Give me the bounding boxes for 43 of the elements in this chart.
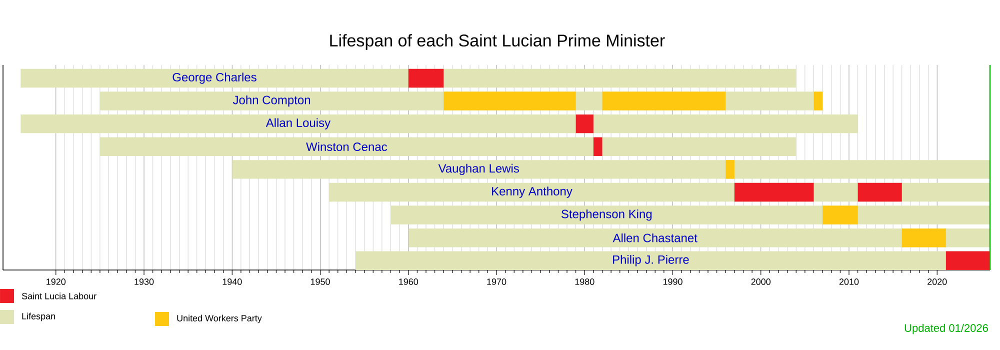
- bar: [390, 206, 990, 224]
- legend-label: Saint Lucia Labour: [22, 292, 96, 300]
- bar: [593, 137, 602, 156]
- bar: [20, 114, 858, 134]
- bar: [100, 137, 796, 156]
- legend-label: Lifespan: [22, 312, 55, 322]
- y-tick-label: Allan Louisy: [266, 118, 331, 130]
- legend-label: United Workers Party: [177, 314, 262, 324]
- chart-title: Lifespan of each Saint Lucian Prime Minister: [330, 34, 665, 50]
- y-tick-label: Allen Chastanet: [612, 233, 698, 242]
- x-tick-label: 1920: [46, 278, 66, 285]
- x-tick-label: 1970: [487, 278, 506, 285]
- bar: [20, 68, 796, 88]
- x-tick-label: 1940: [222, 278, 242, 285]
- bar: [822, 206, 858, 224]
- y-tick-label: Stephenson King: [562, 209, 652, 221]
- x-tick-label: 1990: [663, 278, 682, 285]
- x-tick-label: 2000: [751, 278, 771, 285]
- bar: [726, 160, 734, 179]
- bar: [576, 114, 594, 134]
- y-tick-label: Winston Cenac: [306, 142, 388, 152]
- y-tick-label: John Compton: [232, 95, 310, 107]
- x-tick-label: 2020: [928, 278, 947, 285]
- bar: [408, 68, 444, 88]
- bar: [408, 228, 990, 248]
- x-tick-label: 1960: [399, 278, 418, 285]
- bar: [734, 182, 814, 202]
- x-tick-label: 1930: [134, 278, 154, 285]
- text: Updated 01/2026: [904, 324, 988, 334]
- bar: [814, 92, 823, 110]
- bar: [858, 182, 902, 202]
- y-tick-label: Vaughan Lewis: [438, 164, 520, 176]
- bar: [232, 160, 990, 179]
- bar: [602, 92, 726, 110]
- x-tick-label: 1980: [575, 278, 594, 285]
- bar: [902, 228, 946, 248]
- y-tick-label: Philip J. Pierre: [613, 255, 689, 266]
- y-tick-label: George Charles: [172, 72, 256, 84]
- x-tick-label: 1950: [310, 278, 330, 285]
- bar: [946, 251, 990, 270]
- y-tick-label: Kenny Anthony: [492, 186, 572, 198]
- bar: [444, 92, 576, 110]
- x-tick-label: 2010: [839, 278, 859, 285]
